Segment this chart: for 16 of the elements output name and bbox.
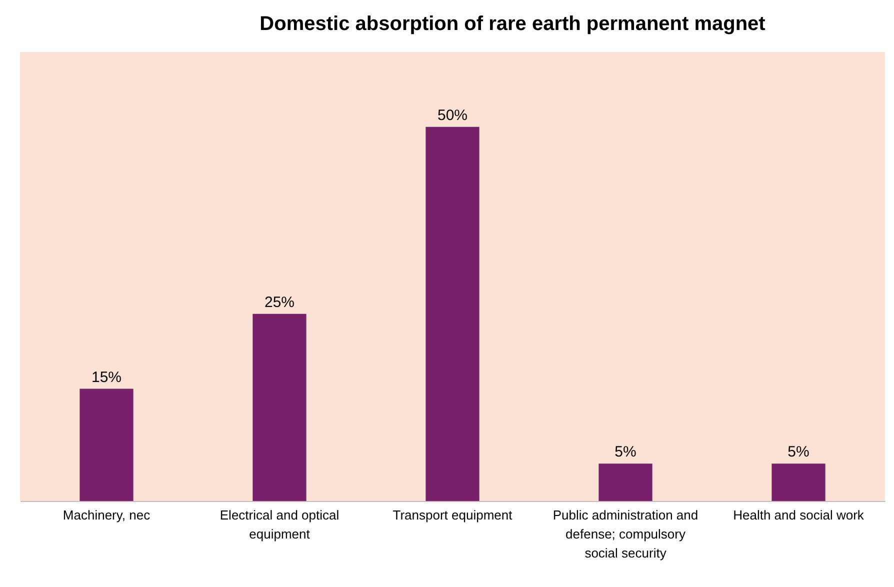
bar <box>426 126 480 501</box>
bar <box>598 464 652 501</box>
x-tick-label: Transport equipment <box>392 508 513 522</box>
x-tick-label: Health and social work <box>733 508 864 522</box>
data-label: 15% <box>91 368 122 386</box>
data-label: 5% <box>614 444 636 461</box>
bar <box>252 314 306 501</box>
data-label: 5% <box>788 444 810 461</box>
bar <box>772 464 826 501</box>
x-tick-label: Electrical and optical equipment <box>220 508 340 542</box>
chart-title: Domestic absorption of rare earth permanent magnet <box>260 13 766 35</box>
x-tick-label: Public administration and defense; compulsory social security <box>552 508 698 560</box>
data-label: 25% <box>264 294 295 311</box>
bar <box>80 388 134 501</box>
data-label: 50% <box>437 106 468 124</box>
x-tick-label: Machinery, nec <box>62 508 151 522</box>
